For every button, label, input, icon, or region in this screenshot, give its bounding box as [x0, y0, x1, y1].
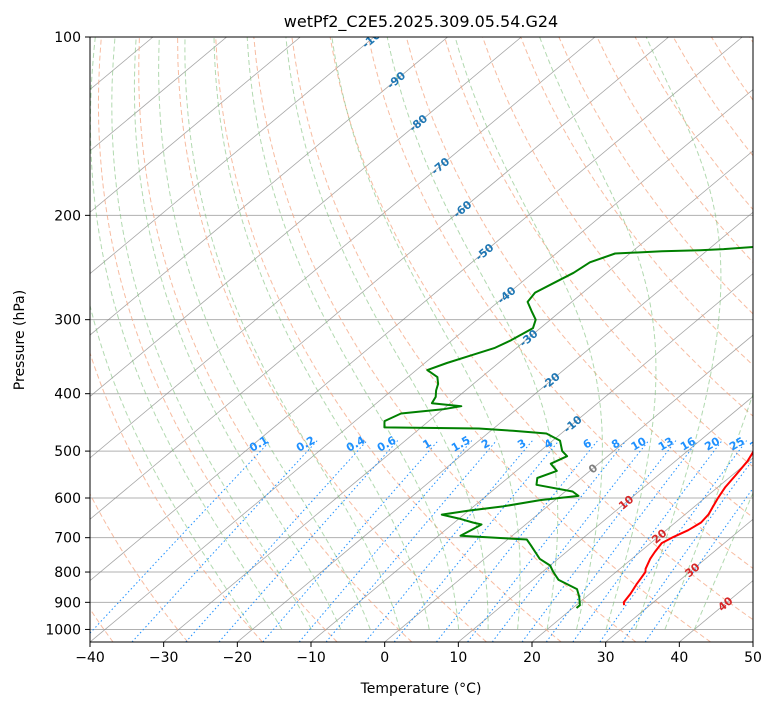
isotherm-line	[605, 518, 753, 642]
mixing-ratio-line	[90, 440, 271, 634]
moist-adiabat-lines	[90, 37, 753, 630]
y-tick-label: 800	[54, 565, 81, 581]
mixing-ratio-line	[218, 440, 399, 642]
moist-adiabat-line	[454, 37, 603, 630]
x-axis-label: Temperature (°C)	[360, 681, 482, 697]
dewpoint-line	[383, 245, 753, 609]
x-tick-label: 0	[380, 650, 389, 666]
isotherm-line	[90, 37, 227, 152]
isotherm-line	[237, 211, 753, 642]
chart-title: wetPf2_C2E5.2025.309.05.54.G24	[284, 12, 558, 32]
y-tick-label: 500	[54, 444, 81, 460]
temperature-line	[622, 449, 753, 606]
moist-adiabat-line	[664, 392, 753, 630]
dry-adiabat-line	[177, 37, 487, 642]
dry-adiabat-line	[291, 37, 711, 642]
moist-adiabat-line	[386, 37, 559, 630]
dry-adiabat-line	[253, 37, 637, 642]
x-axis-ticks: −40 −30 −20 −10 0 10 20 30 40 50	[75, 642, 762, 666]
y-tick-label: 900	[54, 595, 81, 611]
dry-adiabat-line	[138, 37, 413, 642]
y-tick-label: 1000	[45, 622, 81, 638]
isotherm-line	[90, 37, 669, 520]
isotherm-lines	[90, 37, 753, 642]
dry-adiabat-line	[97, 37, 338, 642]
x-tick-label: −40	[75, 650, 105, 666]
x-tick-label: −10	[296, 650, 326, 666]
y-tick-label: 100	[54, 30, 81, 46]
moist-adiabat-line	[539, 37, 657, 630]
y-tick-label: 300	[54, 313, 81, 329]
mixing-ratio-line	[364, 440, 533, 642]
mixing-ratio-label: 30	[748, 434, 768, 453]
isotherm-line	[90, 88, 753, 642]
x-tick-label: 40	[670, 650, 688, 666]
isotherm-line	[90, 37, 596, 459]
moist-adiabat-line	[111, 37, 312, 630]
x-tick-label: 20	[523, 650, 541, 666]
plot-frame	[89, 36, 754, 643]
mixing-ratio-line	[185, 440, 368, 642]
mixing-ratio-line	[393, 440, 560, 642]
y-axis-label: Pressure (hPa)	[12, 290, 28, 390]
moist-adiabat-line	[90, 37, 283, 630]
moist-adiabat-line	[246, 37, 460, 630]
isotherm-line	[90, 37, 448, 336]
y-axis-ticks: 100 200 300 400 500 600 700 800 900 1000	[45, 30, 90, 638]
isotherm-line	[531, 457, 753, 642]
isotherm-line	[163, 150, 753, 642]
moist-adiabat-line	[133, 37, 342, 630]
y-tick-label: 700	[54, 531, 81, 547]
mixing-ratio-line	[467, 440, 627, 642]
dry-adiabat-lines	[90, 37, 753, 642]
isotherm-line	[90, 37, 375, 275]
x-tick-label: 10	[449, 650, 467, 666]
moist-adiabat-line	[90, 303, 253, 630]
moist-adiabat-line	[213, 37, 430, 630]
dry-adiabat-line	[90, 351, 263, 642]
dry-adiabat-line	[215, 37, 562, 642]
mixing-ratio-line	[545, 440, 699, 642]
x-tick-label: −30	[149, 650, 179, 666]
x-tick-label: 30	[597, 650, 615, 666]
moist-adiabat-line	[285, 37, 489, 630]
moist-adiabat-line	[331, 37, 521, 630]
dry-adiabat-line	[405, 37, 753, 519]
y-tick-label: 400	[54, 387, 81, 403]
y-tick-label: 200	[54, 208, 81, 224]
mixing-ratio-line	[599, 440, 747, 642]
isotherm-line	[310, 273, 753, 642]
moist-adiabat-line	[184, 37, 401, 630]
x-tick-label: −20	[223, 650, 253, 666]
dry-adiabat-line	[329, 37, 753, 621]
dry-adiabat-line	[444, 37, 753, 468]
isotherm-line	[90, 37, 743, 582]
dry-adiabat-line	[520, 37, 753, 366]
mixing-ratio-lines	[90, 440, 753, 642]
moist-adiabat-line	[158, 37, 371, 630]
isotherm-line	[90, 37, 522, 397]
mixing-ratio-line	[572, 440, 723, 642]
y-tick-label: 600	[54, 491, 81, 507]
isotherm-line	[384, 334, 753, 642]
mixing-ratio-line	[298, 440, 473, 642]
x-tick-label: 50	[744, 650, 762, 666]
mixing-ratio-line	[262, 440, 439, 642]
mixing-ratio-line	[131, 440, 318, 642]
isotherm-line	[90, 37, 301, 213]
moist-adiabat-line	[635, 37, 722, 630]
isotherm-line	[458, 395, 753, 642]
dry-adiabat-line	[367, 37, 753, 570]
